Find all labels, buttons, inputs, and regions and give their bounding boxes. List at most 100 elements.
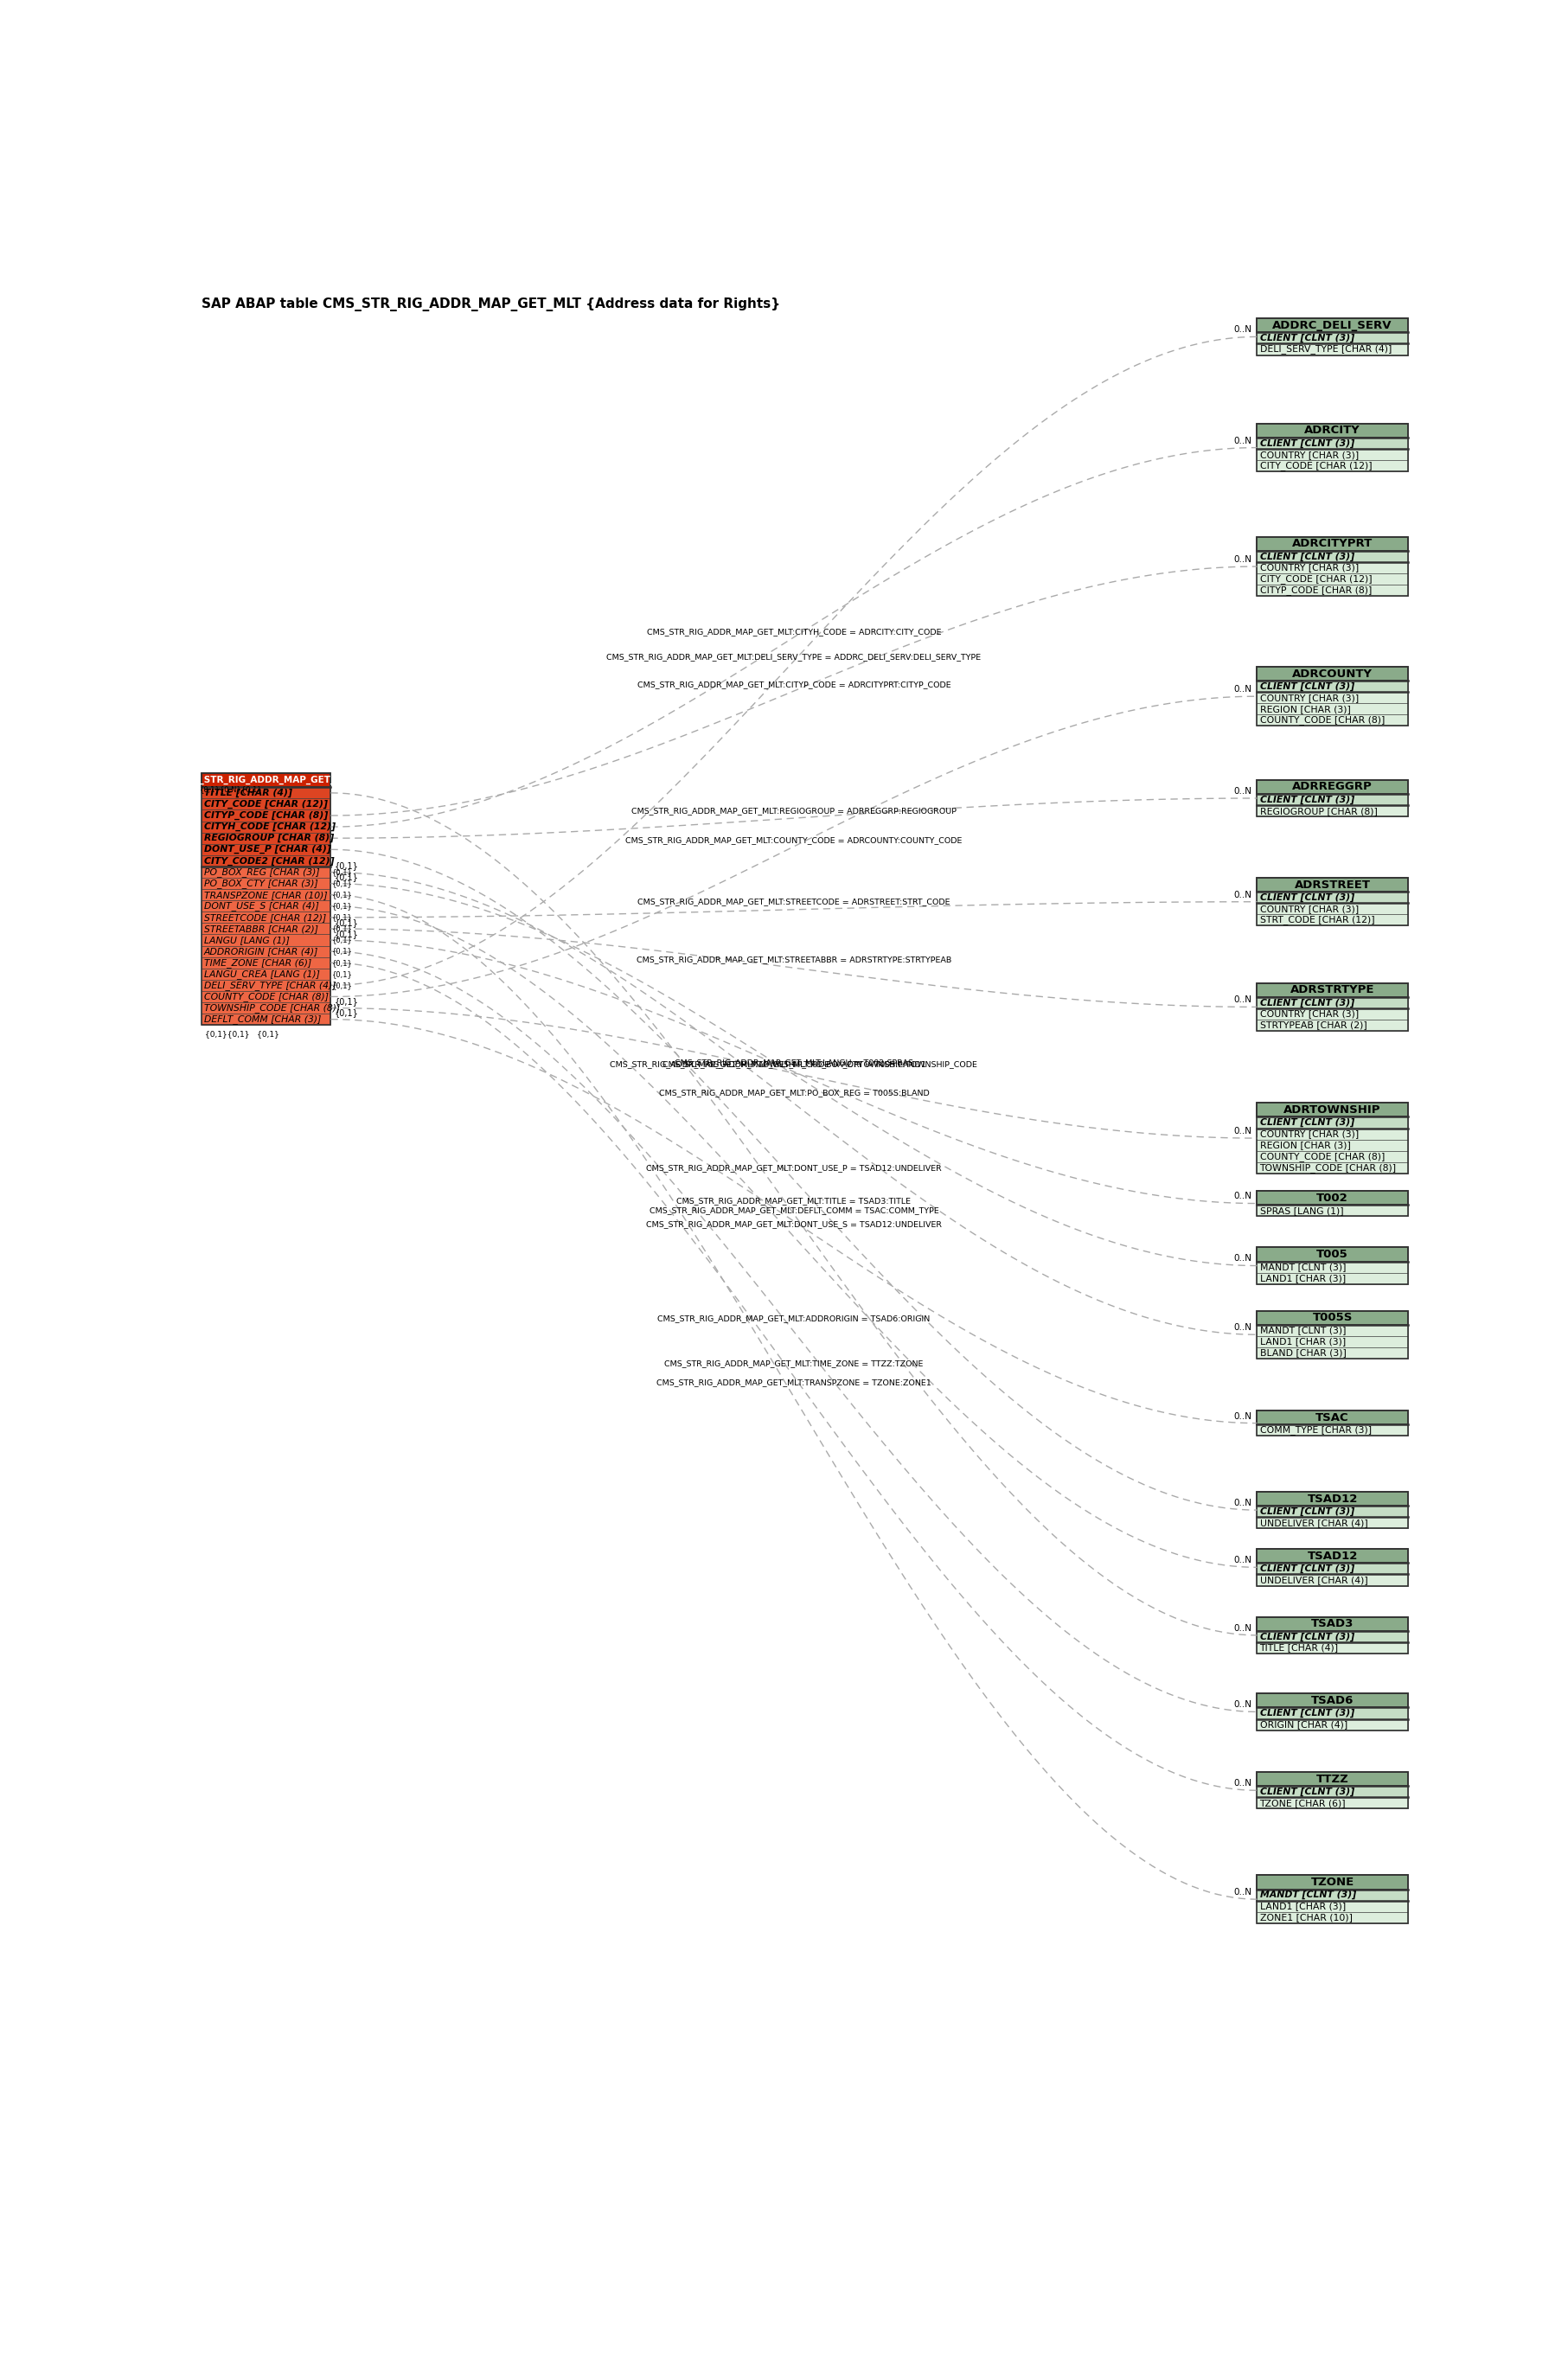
Text: REGIOGROUP [CHAR (8)]: REGIOGROUP [CHAR (8)] [1259, 807, 1377, 814]
Text: PO_BOX_CTY [CHAR (3)]: PO_BOX_CTY [CHAR (3)] [204, 878, 318, 887]
Text: COUNTRY [CHAR (3)]: COUNTRY [CHAR (3)] [1259, 904, 1358, 913]
Text: {0,1}: {0,1} [332, 970, 353, 977]
FancyBboxPatch shape [201, 878, 331, 890]
Text: CMS_STR_RIG_ADDR_MAP_GET_MLT:DELI_SERV_TYPE = ADDRC_DELI_SERV:DELI_SERV_TYPE: CMS_STR_RIG_ADDR_MAP_GET_MLT:DELI_SERV_T… [607, 654, 982, 661]
Text: CMS_STR_RIG_ADDR_MAP_GET_MLT:DONT_USE_P = TSAD12:UNDELIVER: CMS_STR_RIG_ADDR_MAP_GET_MLT:DONT_USE_P … [646, 1163, 942, 1172]
Text: TOWNSHIP_CODE [CHAR (8)]: TOWNSHIP_CODE [CHAR (8)] [1259, 1163, 1397, 1172]
Text: CMS_STR_RIG_ADDR_MAP_GET_MLT:CITYP_CODE = ADRCITYPRT:CITYP_CODE: CMS_STR_RIG_ADDR_MAP_GET_MLT:CITYP_CODE … [637, 680, 950, 690]
Text: CMS_STR_RIG_ADDR_MAP_GET_MLT:PO_BOX_CTY = T005:LAND1: CMS_STR_RIG_ADDR_MAP_GET_MLT:PO_BOX_CTY … [662, 1059, 925, 1069]
Text: {0,1}: {0,1} [332, 869, 353, 876]
FancyBboxPatch shape [1258, 1205, 1408, 1217]
FancyBboxPatch shape [1258, 1346, 1408, 1358]
Text: CLIENT [CLNT (3)]: CLIENT [CLNT (3)] [1259, 438, 1355, 447]
FancyBboxPatch shape [201, 902, 331, 911]
Text: CITYP_CODE [CHAR (8)]: CITYP_CODE [CHAR (8)] [1259, 586, 1372, 596]
FancyBboxPatch shape [1258, 1424, 1408, 1436]
Text: 0..N: 0..N [1234, 1780, 1251, 1787]
Text: {0,1}: {0,1} [334, 930, 359, 937]
FancyBboxPatch shape [201, 833, 331, 843]
Text: CITY_CODE2 [CHAR (12)]: CITY_CODE2 [CHAR (12)] [204, 857, 334, 866]
Text: CMS_STR_RIG_ADDR_MAP_GET_MLT:DONT_USE_S = TSAD12:UNDELIVER: CMS_STR_RIG_ADDR_MAP_GET_MLT:DONT_USE_S … [646, 1222, 942, 1229]
Text: COUNTRY [CHAR (3)]: COUNTRY [CHAR (3)] [1259, 694, 1358, 701]
Text: {0,1}{0,N}{0,1}: {0,1}{0,N}{0,1} [201, 786, 263, 793]
FancyBboxPatch shape [1258, 1876, 1408, 1890]
Text: {0,1}: {0,1} [332, 890, 353, 899]
FancyBboxPatch shape [201, 786, 331, 798]
Text: 0..N: 0..N [1234, 1556, 1251, 1565]
Text: BLAND [CHAR (3)]: BLAND [CHAR (3)] [1259, 1349, 1345, 1358]
FancyBboxPatch shape [1258, 998, 1408, 1008]
Text: COMM_TYPE [CHAR (3)]: COMM_TYPE [CHAR (3)] [1259, 1427, 1372, 1436]
Text: MANDT [CLNT (3)]: MANDT [CLNT (3)] [1259, 1325, 1345, 1335]
FancyBboxPatch shape [201, 890, 331, 902]
FancyBboxPatch shape [1258, 1151, 1408, 1163]
FancyBboxPatch shape [1258, 1128, 1408, 1139]
Text: LANGU [LANG (1)]: LANGU [LANG (1)] [204, 937, 290, 944]
Text: CLIENT [CLNT (3)]: CLIENT [CLNT (3)] [1259, 683, 1355, 690]
Text: 0..N: 0..N [1234, 1323, 1251, 1332]
Text: CLIENT [CLNT (3)]: CLIENT [CLNT (3)] [1259, 334, 1355, 344]
FancyBboxPatch shape [1258, 1507, 1408, 1516]
FancyBboxPatch shape [1258, 1787, 1408, 1798]
Text: 0..N: 0..N [1234, 786, 1251, 796]
Text: COUNTRY [CHAR (3)]: COUNTRY [CHAR (3)] [1259, 450, 1358, 459]
Text: CMS_STR_RIG_ADDR_MAP_GET_MLT:PO_BOX_REG = T005S:BLAND: CMS_STR_RIG_ADDR_MAP_GET_MLT:PO_BOX_REG … [659, 1088, 930, 1097]
FancyBboxPatch shape [1258, 1337, 1408, 1346]
FancyBboxPatch shape [1258, 1325, 1408, 1337]
FancyBboxPatch shape [1258, 892, 1408, 904]
Text: MANDT [CLNT (3)]: MANDT [CLNT (3)] [1259, 1890, 1356, 1900]
Text: ADRCITYPRT: ADRCITYPRT [1292, 539, 1372, 548]
FancyBboxPatch shape [1258, 574, 1408, 584]
Text: MANDT [CLNT (3)]: MANDT [CLNT (3)] [1259, 1262, 1345, 1271]
FancyBboxPatch shape [1258, 716, 1408, 725]
Text: CMS_STR_RIG_ADDR_MAP_GET_MLT:TITLE = TSAD3:TITLE: CMS_STR_RIG_ADDR_MAP_GET_MLT:TITLE = TSA… [677, 1196, 911, 1205]
Text: CITYH_CODE [CHAR (12)]: CITYH_CODE [CHAR (12)] [204, 822, 336, 831]
FancyBboxPatch shape [1258, 1163, 1408, 1172]
Text: CMS_STR_RIG_ADDR_MAP_GET_MLT: CMS_STR_RIG_ADDR_MAP_GET_MLT [177, 777, 354, 784]
FancyBboxPatch shape [1258, 438, 1408, 450]
Text: ADRTOWNSHIP: ADRTOWNSHIP [1284, 1104, 1381, 1116]
FancyBboxPatch shape [201, 810, 331, 822]
Text: 0..N: 0..N [1234, 1499, 1251, 1507]
Text: REGIOGROUP [CHAR (8)]: REGIOGROUP [CHAR (8)] [204, 833, 334, 843]
Text: COUNTRY [CHAR (3)]: COUNTRY [CHAR (3)] [1259, 1130, 1358, 1137]
Text: LANGU_CREA [LANG (1)]: LANGU_CREA [LANG (1)] [204, 970, 320, 979]
FancyBboxPatch shape [1258, 563, 1408, 574]
Text: 0..N: 0..N [1234, 325, 1251, 334]
Text: CMS_STR_RIG_ADDR_MAP_GET_MLT:TOWNSHIP_CODE = ADRTOWNSHIP:TOWNSHIP_CODE: CMS_STR_RIG_ADDR_MAP_GET_MLT:TOWNSHIP_CO… [610, 1059, 977, 1069]
Text: COUNTY_CODE [CHAR (8)]: COUNTY_CODE [CHAR (8)] [1259, 1151, 1385, 1161]
Text: UNDELIVER [CHAR (4)]: UNDELIVER [CHAR (4)] [1259, 1518, 1367, 1528]
Text: SPRAS [LANG (1)]: SPRAS [LANG (1)] [1259, 1205, 1344, 1215]
Text: DONT_USE_P [CHAR (4)]: DONT_USE_P [CHAR (4)] [204, 845, 331, 855]
FancyBboxPatch shape [1258, 344, 1408, 355]
Text: CITY_CODE [CHAR (12)]: CITY_CODE [CHAR (12)] [1259, 461, 1372, 471]
Text: {0,1}: {0,1} [332, 949, 353, 956]
Text: CMS_STR_RIG_ADDR_MAP_GET_MLT:LANGU = T002:SPRAS: CMS_STR_RIG_ADDR_MAP_GET_MLT:LANGU = T00… [674, 1059, 913, 1066]
Text: 0..N: 0..N [1234, 1128, 1251, 1135]
FancyBboxPatch shape [1258, 1248, 1408, 1262]
FancyBboxPatch shape [1258, 1311, 1408, 1325]
Text: TTZZ: TTZZ [1316, 1773, 1348, 1784]
FancyBboxPatch shape [1258, 805, 1408, 817]
Text: COUNTY_CODE [CHAR (8)]: COUNTY_CODE [CHAR (8)] [204, 991, 329, 1000]
Text: CMS_STR_RIG_ADDR_MAP_GET_MLT:DEFLT_COMM = TSAC:COMM_TYPE: CMS_STR_RIG_ADDR_MAP_GET_MLT:DEFLT_COMM … [649, 1208, 939, 1215]
FancyBboxPatch shape [1258, 913, 1408, 925]
FancyBboxPatch shape [201, 958, 331, 967]
Text: 0..N: 0..N [1234, 1191, 1251, 1201]
FancyBboxPatch shape [1258, 318, 1408, 332]
Text: 0..N: 0..N [1234, 890, 1251, 899]
FancyBboxPatch shape [201, 855, 331, 866]
Text: ADRCOUNTY: ADRCOUNTY [1292, 669, 1372, 680]
FancyBboxPatch shape [201, 935, 331, 946]
FancyBboxPatch shape [1258, 1139, 1408, 1151]
FancyBboxPatch shape [1258, 551, 1408, 563]
Text: CITY_CODE [CHAR (12)]: CITY_CODE [CHAR (12)] [1259, 574, 1372, 584]
Text: {0,1}: {0,1} [332, 913, 353, 920]
Text: TSAD3: TSAD3 [1311, 1617, 1353, 1629]
FancyBboxPatch shape [1258, 666, 1408, 680]
Text: DEFLT_COMM [CHAR (3)]: DEFLT_COMM [CHAR (3)] [204, 1015, 321, 1024]
Text: ORIGIN [CHAR (4)]: ORIGIN [CHAR (4)] [1259, 1721, 1347, 1728]
Text: 0..N: 0..N [1234, 1624, 1251, 1634]
Text: {0,1}: {0,1} [334, 918, 359, 927]
Text: {0,1}: {0,1} [334, 873, 359, 880]
